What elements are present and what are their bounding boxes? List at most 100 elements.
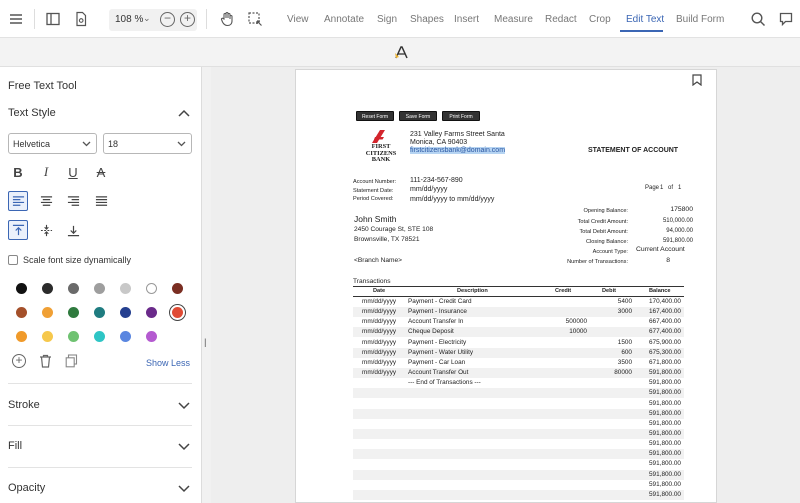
table-row[interactable]: 591,800.00 [353,480,684,490]
table-row[interactable]: mm/dd/yyyy Account Transfer In 500000 667,4… [353,317,684,327]
add-color-icon[interactable]: + [12,354,26,368]
table-row[interactable]: mm/dd/yyyy Account Transfer Out 80000 591,8… [353,368,684,379]
description-cell[interactable]: Payment - Insurance [408,308,467,316]
summary-value[interactable]: 510,000.00 [662,218,693,224]
table-row[interactable]: 591,800.00 [353,399,684,409]
zoom-out-button[interactable]: − [160,12,175,27]
balance-cell[interactable]: 591,800.00 [649,409,681,417]
color-swatch[interactable] [67,282,79,294]
date-cell[interactable]: mm/dd/yyyy [362,348,397,356]
sidebar-toggle-icon[interactable] [44,10,62,28]
balance-cell[interactable]: 591,800.00 [649,470,681,478]
customer-name[interactable]: John Smith [354,214,397,224]
balance-cell[interactable]: 170,400.00 [649,298,681,305]
table-row[interactable]: 591,800.00 [353,489,684,500]
font-family-select[interactable]: Helvetica [8,133,97,154]
color-swatch[interactable] [67,306,79,318]
color-swatch[interactable] [119,282,131,294]
color-swatch[interactable] [93,282,105,294]
bold-button[interactable]: B [13,164,23,180]
date-cell[interactable]: mm/dd/yyyy [362,358,397,366]
fill-section-header[interactable]: Fill [8,440,23,452]
table-row[interactable]: 591,800.00 [353,419,684,429]
balance-cell[interactable]: 675,300.00 [649,348,681,356]
balance-cell[interactable]: 675,900.00 [649,338,681,346]
debit-cell[interactable]: 600 [621,348,632,356]
panel-resize-handle[interactable]: || [202,67,211,503]
copy-color-icon[interactable] [65,354,78,368]
tab-shapes[interactable]: Shapes [410,14,444,25]
summary-value[interactable]: 94,000.00 [666,228,693,234]
bookmark-icon[interactable] [692,74,702,86]
balance-cell[interactable]: 591,800.00 [649,399,681,407]
color-swatch[interactable] [15,330,27,342]
table-row[interactable]: 591,800.00 [353,388,684,399]
balance-cell[interactable]: 667,400.00 [649,318,681,326]
chevron-down-icon[interactable] [178,485,190,493]
tab-edit-text[interactable]: Edit Text [626,14,665,25]
chevron-up-icon[interactable] [178,109,190,117]
italic-button[interactable]: I [43,164,49,179]
description-cell[interactable]: Payment - Electricity [408,338,467,346]
comments-icon[interactable] [777,10,795,28]
search-icon[interactable] [749,10,767,28]
table-row[interactable]: 591,800.00 [353,449,684,460]
balance-cell[interactable]: 591,800.00 [649,379,681,387]
zoom-value[interactable]: 108 % [115,14,144,25]
chevron-down-icon[interactable] [178,443,190,451]
table-row[interactable]: --- End of Transactions --- 591,800.00 [353,378,684,388]
description-cell[interactable]: Payment - Water Utility [408,348,474,356]
description-cell[interactable]: Account Transfer Out [408,369,469,377]
tab-insert[interactable]: Insert [454,14,480,25]
balance-cell[interactable]: 591,800.00 [649,460,681,468]
color-swatch[interactable] [41,306,53,318]
save-form-button[interactable]: Save Form [399,111,437,121]
table-row[interactable]: mm/dd/yyyy Payment - Credit Card 5400 170,4… [353,297,684,307]
table-row[interactable]: mm/dd/yyyy Payment - Electricity 1500 675,9… [353,338,684,348]
credit-cell[interactable]: 500000 [565,318,587,326]
strikethrough-button[interactable]: A [96,164,106,180]
date-cell[interactable]: mm/dd/yyyy [362,369,397,377]
balance-cell[interactable]: 591,800.00 [649,369,681,377]
balance-cell[interactable]: 591,800.00 [649,419,681,427]
pan-hand-icon[interactable] [218,10,236,28]
bank-address-line1[interactable]: 231 Valley Farms Street Santa [410,131,505,138]
print-form-button[interactable]: Print Form [442,111,480,121]
document-viewer[interactable]: Reset Form Save Form Print Form FIRST CI… [211,67,800,503]
period-covered-value[interactable]: mm/dd/yyyy to mm/dd/yyyy [410,196,495,203]
summary-value[interactable]: 8 [666,257,670,264]
account-number-value[interactable]: 111-234-567-890 [410,177,463,184]
balance-cell[interactable]: 591,800.00 [649,450,681,458]
balance-cell[interactable]: 591,800.00 [649,389,681,397]
add-text-icon[interactable] [393,44,410,61]
document-page[interactable]: Reset Form Save Form Print Form FIRST CI… [295,69,717,503]
tab-redact[interactable]: Redact [545,14,577,25]
color-swatch[interactable] [41,330,53,342]
customer-address-line1[interactable]: 2450 Courage St, STE 108 [354,226,434,233]
menu-icon[interactable] [7,10,25,28]
table-row[interactable]: 591,800.00 [353,469,684,480]
color-swatch[interactable] [119,330,131,342]
customer-address-line2[interactable]: Brownsville, TX 78521 [354,236,420,243]
color-swatch[interactable] [145,282,157,294]
align-center-button[interactable] [36,191,56,211]
stroke-section-header[interactable]: Stroke [8,399,40,411]
debit-cell[interactable]: 1500 [617,338,632,346]
date-cell[interactable]: mm/dd/yyyy [362,328,397,336]
date-cell[interactable]: mm/dd/yyyy [362,298,397,305]
bank-address-line2[interactable]: Monica, CA 90403 [410,139,468,146]
show-less-link[interactable]: Show Less [146,358,191,368]
summary-value[interactable]: Current Account [636,246,685,253]
file-settings-icon[interactable] [72,10,90,28]
credit-cell[interactable]: 10000 [569,328,587,336]
table-row[interactable]: 591,800.00 [353,428,684,439]
description-cell[interactable]: Payment - Car Loan [408,358,466,366]
delete-color-icon[interactable] [39,354,52,368]
color-swatch-selected[interactable] [171,306,183,318]
summary-value[interactable]: 175800 [670,206,693,213]
align-justify-button[interactable] [91,191,111,211]
branch-name[interactable]: <Branch Name> [354,257,403,264]
color-swatch[interactable] [145,330,157,342]
table-row[interactable]: mm/dd/yyyy Payment - Car Loan 3500 671,800.… [353,358,684,368]
color-swatch[interactable] [93,330,105,342]
